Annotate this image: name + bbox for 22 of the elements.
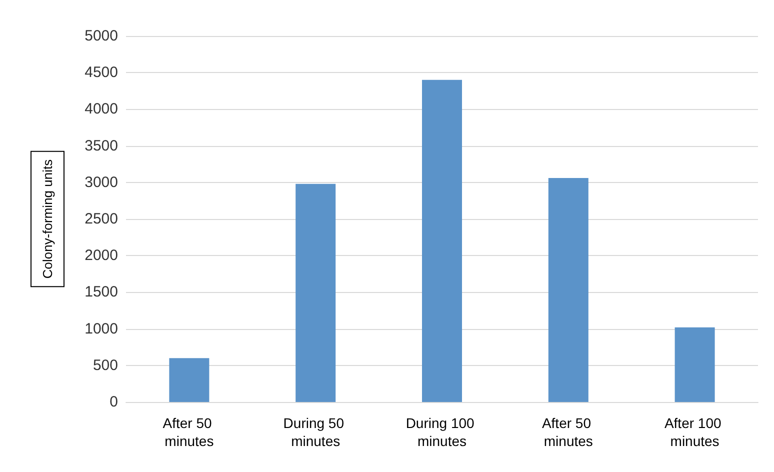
y-axis-title: Colony-forming units [40, 158, 55, 279]
y-tick-label: 2000 [84, 247, 118, 264]
y-tick-label: 0 [110, 394, 118, 410]
bar [548, 178, 588, 402]
y-tick-label: 3000 [84, 174, 118, 191]
bar [296, 184, 336, 402]
bar [169, 358, 210, 402]
x-tick-label: After 50 minutes [162, 415, 216, 449]
x-tick-label: During 100 minutes [406, 415, 478, 449]
y-tick-label: 1000 [84, 320, 118, 338]
y-tick-label: 4500 [84, 64, 118, 82]
y-tick-label: 5000 [84, 28, 118, 44]
y-tick-label: 500 [92, 356, 118, 374]
x-tick-label: During 50 minutes [283, 415, 348, 449]
y-tick-label: 3500 [84, 137, 118, 154]
y-tick-label: 4000 [84, 100, 118, 118]
x-tick-label: After 50 minutes [542, 415, 595, 449]
x-tick-label: After 100 minutes [664, 415, 726, 449]
y-tick-label: 1500 [84, 284, 118, 301]
bar [674, 327, 715, 402]
y-tick-label: 2500 [84, 210, 118, 228]
bar [422, 80, 462, 402]
